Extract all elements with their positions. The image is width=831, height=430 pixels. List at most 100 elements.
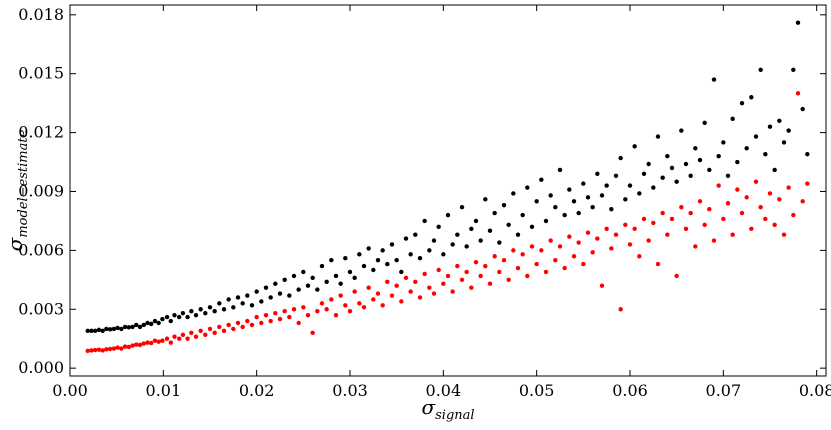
data-point-series-1 — [725, 173, 731, 178]
data-point-series-2 — [172, 334, 177, 339]
data-point-series-1 — [506, 222, 511, 228]
data-point-series-1 — [287, 293, 292, 298]
data-point-series-1 — [543, 218, 549, 224]
data-point-series-2 — [361, 305, 367, 310]
data-point-series-1 — [212, 309, 217, 314]
data-point-series-2 — [338, 293, 343, 298]
data-point-series-1 — [473, 218, 479, 224]
data-point-series-1 — [282, 277, 287, 283]
data-point-series-2 — [459, 277, 465, 283]
data-point-series-1 — [185, 314, 190, 320]
data-point-series-2 — [203, 332, 208, 337]
data-point-series-2 — [111, 346, 117, 351]
data-point-series-1 — [333, 273, 339, 279]
data-point-series-2 — [525, 273, 530, 279]
data-point-series-2 — [100, 348, 105, 353]
data-point-series-2 — [427, 285, 432, 290]
data-point-series-1 — [277, 291, 283, 296]
x-tick-label: 0.01 — [146, 381, 182, 400]
data-point-series-2 — [795, 91, 801, 96]
data-point-series-2 — [744, 195, 749, 200]
data-point-series-1 — [310, 275, 315, 281]
data-point-series-2 — [417, 295, 423, 300]
data-point-series-1 — [464, 244, 469, 249]
data-point-series-1 — [431, 238, 437, 243]
data-point-series-1 — [534, 199, 539, 204]
data-point-series-2 — [772, 222, 777, 228]
data-point-series-1 — [445, 212, 451, 218]
data-point-series-1 — [515, 232, 521, 237]
data-point-series-2 — [107, 346, 113, 352]
data-point-series-1 — [126, 325, 131, 330]
x-tick-label: 0.04 — [426, 381, 462, 400]
data-point-series-1 — [641, 171, 647, 177]
data-point-series-1 — [501, 203, 507, 208]
data-point-series-2 — [627, 242, 633, 247]
x-tick-label: 0.08 — [799, 381, 831, 400]
data-point-series-2 — [445, 273, 451, 279]
data-point-series-1 — [651, 185, 656, 190]
data-point-series-1 — [721, 140, 726, 145]
data-point-series-2 — [85, 348, 90, 354]
data-point-series-1 — [296, 287, 301, 292]
data-point-series-2 — [646, 238, 651, 243]
y-axis-label-symbol: σ — [3, 236, 27, 251]
x-tick-label: 0.05 — [519, 381, 555, 400]
data-point-series-1 — [497, 240, 502, 245]
y-tick-label: 0.012 — [18, 123, 64, 142]
data-point-series-2 — [697, 199, 703, 204]
data-point-series-2 — [408, 289, 413, 294]
axis-ticks: 0.00 0.01 0.02 0.03 0.04 0.05 0.06 0.07 0.08 0.00… — [18, 5, 831, 400]
data-point-series-2 — [767, 191, 773, 196]
data-point-series-2 — [431, 291, 437, 296]
data-point-series-2 — [160, 338, 165, 343]
data-point-series-2 — [716, 183, 721, 188]
data-point-series-2 — [567, 234, 572, 239]
data-point-series-1 — [772, 167, 777, 173]
data-point-series-2 — [324, 307, 329, 312]
data-point-series-2 — [581, 261, 586, 267]
data-point-series-1 — [711, 77, 717, 82]
data-point-series-2 — [207, 326, 213, 332]
data-point-series-2 — [168, 340, 173, 345]
data-point-series-2 — [753, 179, 759, 184]
data-point-series-1 — [380, 248, 385, 253]
data-point-series-1 — [422, 218, 427, 224]
data-point-series-2 — [749, 226, 754, 231]
data-point-series-2 — [347, 309, 353, 314]
data-point-series-2 — [702, 222, 707, 228]
data-point-series-2 — [156, 339, 161, 344]
data-point-series-1 — [343, 256, 348, 261]
data-point-series-1 — [413, 232, 418, 237]
data-point-series-2 — [613, 232, 619, 237]
data-point-series-1 — [627, 183, 633, 188]
data-point-series-2 — [422, 271, 427, 277]
data-point-series-2 — [595, 236, 600, 241]
data-point-series-1 — [571, 199, 577, 204]
data-point-series-1 — [177, 314, 182, 320]
data-point-series-1 — [319, 263, 325, 269]
data-point-series-2 — [115, 345, 120, 350]
data-point-series-1 — [478, 238, 483, 243]
data-point-series-2 — [177, 336, 182, 341]
data-point-series-2 — [141, 341, 146, 346]
x-tick-label: 0.03 — [332, 381, 368, 400]
x-tick-label: 0.06 — [612, 381, 648, 400]
data-point-series-1 — [599, 193, 605, 198]
data-point-series-2 — [352, 289, 357, 294]
data-point-series-1 — [180, 310, 186, 316]
data-point-series-1 — [130, 324, 135, 330]
x-axis-label: σsignal — [421, 395, 474, 423]
data-point-series-1 — [193, 312, 199, 318]
data-point-series-1 — [632, 144, 637, 149]
data-point-series-1 — [576, 210, 581, 216]
data-point-series-1 — [795, 20, 801, 25]
data-point-series-2 — [464, 269, 469, 275]
data-point-series-1 — [168, 318, 173, 324]
data-point-series-1 — [665, 153, 670, 159]
data-point-series-1 — [152, 318, 158, 324]
data-point-series-1 — [375, 257, 381, 263]
data-point-series-2 — [385, 279, 390, 284]
data-point-series-2 — [791, 212, 796, 218]
data-point-series-2 — [777, 197, 782, 202]
